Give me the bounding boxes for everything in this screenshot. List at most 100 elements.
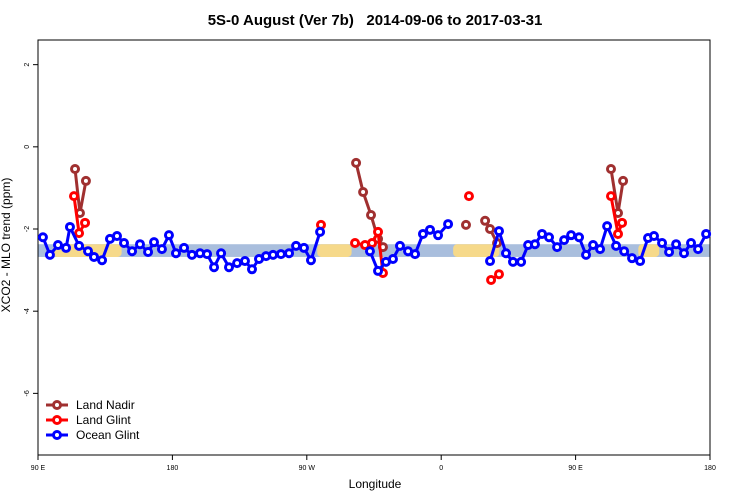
data-point <box>602 221 613 232</box>
data-point <box>134 239 145 250</box>
data-point <box>501 248 512 259</box>
data-point <box>68 191 79 202</box>
data-point <box>53 240 64 251</box>
data-point <box>61 242 72 253</box>
data-point <box>239 256 250 267</box>
data-point <box>486 274 497 285</box>
data-point <box>635 256 646 267</box>
data-point <box>44 249 55 260</box>
data-point <box>127 246 138 257</box>
legend-label: Land Nadir <box>76 398 135 412</box>
data-point <box>80 175 91 186</box>
data-point <box>232 258 243 269</box>
x-tick-label: 0 <box>439 465 443 472</box>
data-point <box>425 224 435 235</box>
data-point <box>64 221 75 232</box>
band-highlight <box>317 244 352 257</box>
x-axis-label: Longitude <box>349 477 402 491</box>
y-axis-label: XCO2 - MLO trend (ppm) <box>0 178 13 313</box>
data-point <box>618 175 629 186</box>
y-tick-label: -6 <box>24 390 31 396</box>
data-point <box>433 230 444 241</box>
data-point <box>373 226 384 237</box>
data-point <box>80 217 91 228</box>
data-point <box>97 255 108 266</box>
legend-marker <box>52 430 62 440</box>
data-point <box>387 254 398 265</box>
data-point <box>529 239 540 250</box>
data-point <box>605 191 616 202</box>
data-point <box>485 256 496 267</box>
data-point <box>664 247 675 258</box>
data-point <box>186 249 197 260</box>
legend-label: Land Glint <box>76 413 131 427</box>
data-point <box>417 228 428 239</box>
data-point <box>202 249 213 260</box>
data-point <box>480 215 491 226</box>
data-point <box>581 249 592 260</box>
data-point <box>701 228 712 239</box>
data-point <box>268 249 279 260</box>
data-point <box>37 232 48 243</box>
y-tick-label: -2 <box>24 226 31 232</box>
data-point <box>351 157 362 168</box>
data-point <box>595 244 606 255</box>
data-point <box>74 228 85 239</box>
data-point <box>216 248 227 259</box>
data-point <box>679 248 690 259</box>
data-point <box>170 248 181 259</box>
data-point <box>291 240 302 251</box>
data-point <box>693 244 704 255</box>
data-point <box>410 249 421 260</box>
data-point <box>305 255 316 266</box>
data-point <box>315 226 326 237</box>
data-point <box>443 219 454 230</box>
data-point <box>223 262 234 273</box>
x-tick-label: 90 W <box>299 465 316 472</box>
data-point <box>246 264 257 275</box>
data-point <box>619 246 630 257</box>
legend-marker <box>52 400 62 410</box>
data-point <box>83 246 94 257</box>
data-point <box>373 265 384 276</box>
data-point <box>493 226 504 237</box>
data-point <box>463 191 474 202</box>
data-point <box>613 228 624 239</box>
data-point <box>460 219 471 230</box>
data-point <box>559 235 570 246</box>
data-point <box>364 246 375 257</box>
data-point <box>394 240 405 251</box>
data-point <box>111 230 122 241</box>
data-point <box>508 256 519 267</box>
legend-label: Ocean Glint <box>76 428 140 442</box>
x-tick-label: 180 <box>167 465 179 472</box>
data-point <box>657 237 668 248</box>
band-highlight <box>453 244 500 257</box>
y-tick-label: -4 <box>24 308 31 314</box>
y-tick-label: 0 <box>24 145 31 149</box>
data-point <box>143 247 154 258</box>
data-point <box>544 232 555 243</box>
data-point <box>156 244 167 255</box>
plot-frame <box>37 39 711 456</box>
data-point <box>298 242 309 253</box>
data-point <box>209 262 220 273</box>
data-point <box>350 237 361 248</box>
data-point <box>358 187 369 198</box>
data-point <box>552 242 563 253</box>
data-point <box>179 242 190 253</box>
data-point <box>275 249 286 260</box>
x-tick-label: 90 E <box>31 465 46 472</box>
x-tick-label: 180 <box>704 465 716 472</box>
data-point <box>686 237 697 248</box>
data-point <box>671 239 682 250</box>
data-point <box>89 251 99 262</box>
y-tick-label: 2 <box>24 63 31 67</box>
data-point <box>119 237 130 248</box>
data-point <box>574 232 585 243</box>
x-tick-label: 90 E <box>568 465 583 472</box>
data-point <box>366 210 377 221</box>
data-point <box>649 230 659 241</box>
